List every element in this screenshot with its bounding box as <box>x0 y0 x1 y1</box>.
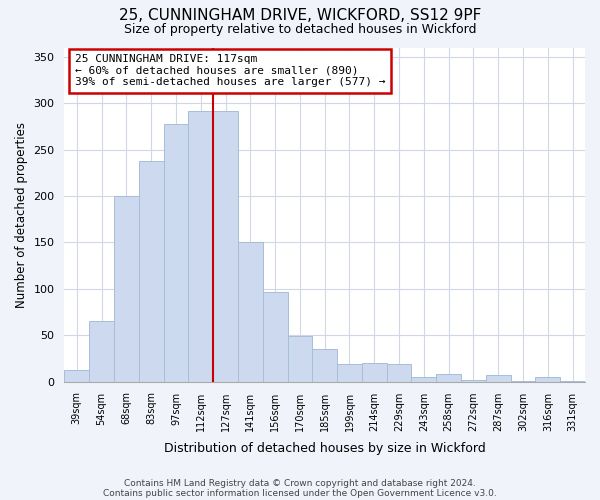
Bar <box>535 377 560 382</box>
Bar <box>362 363 386 382</box>
Bar <box>337 364 362 382</box>
Text: Contains HM Land Registry data © Crown copyright and database right 2024.: Contains HM Land Registry data © Crown c… <box>124 478 476 488</box>
Bar <box>164 124 188 382</box>
Bar <box>213 110 238 382</box>
Bar <box>188 110 213 382</box>
Bar <box>287 336 313 382</box>
Bar <box>511 380 535 382</box>
Bar <box>114 196 139 382</box>
Bar <box>461 380 486 382</box>
Text: 25 CUNNINGHAM DRIVE: 117sqm
← 60% of detached houses are smaller (890)
39% of se: 25 CUNNINGHAM DRIVE: 117sqm ← 60% of det… <box>75 54 385 88</box>
Bar <box>139 160 164 382</box>
Bar <box>263 292 287 382</box>
Text: Contains public sector information licensed under the Open Government Licence v3: Contains public sector information licen… <box>103 488 497 498</box>
Bar <box>313 349 337 382</box>
Text: Size of property relative to detached houses in Wickford: Size of property relative to detached ho… <box>124 22 476 36</box>
Bar <box>560 380 585 382</box>
Y-axis label: Number of detached properties: Number of detached properties <box>15 122 28 308</box>
Bar <box>64 370 89 382</box>
Bar <box>412 377 436 382</box>
Bar <box>238 242 263 382</box>
X-axis label: Distribution of detached houses by size in Wickford: Distribution of detached houses by size … <box>164 442 485 455</box>
Text: 25, CUNNINGHAM DRIVE, WICKFORD, SS12 9PF: 25, CUNNINGHAM DRIVE, WICKFORD, SS12 9PF <box>119 8 481 22</box>
Bar <box>486 375 511 382</box>
Bar <box>89 322 114 382</box>
Bar <box>436 374 461 382</box>
Bar <box>386 364 412 382</box>
